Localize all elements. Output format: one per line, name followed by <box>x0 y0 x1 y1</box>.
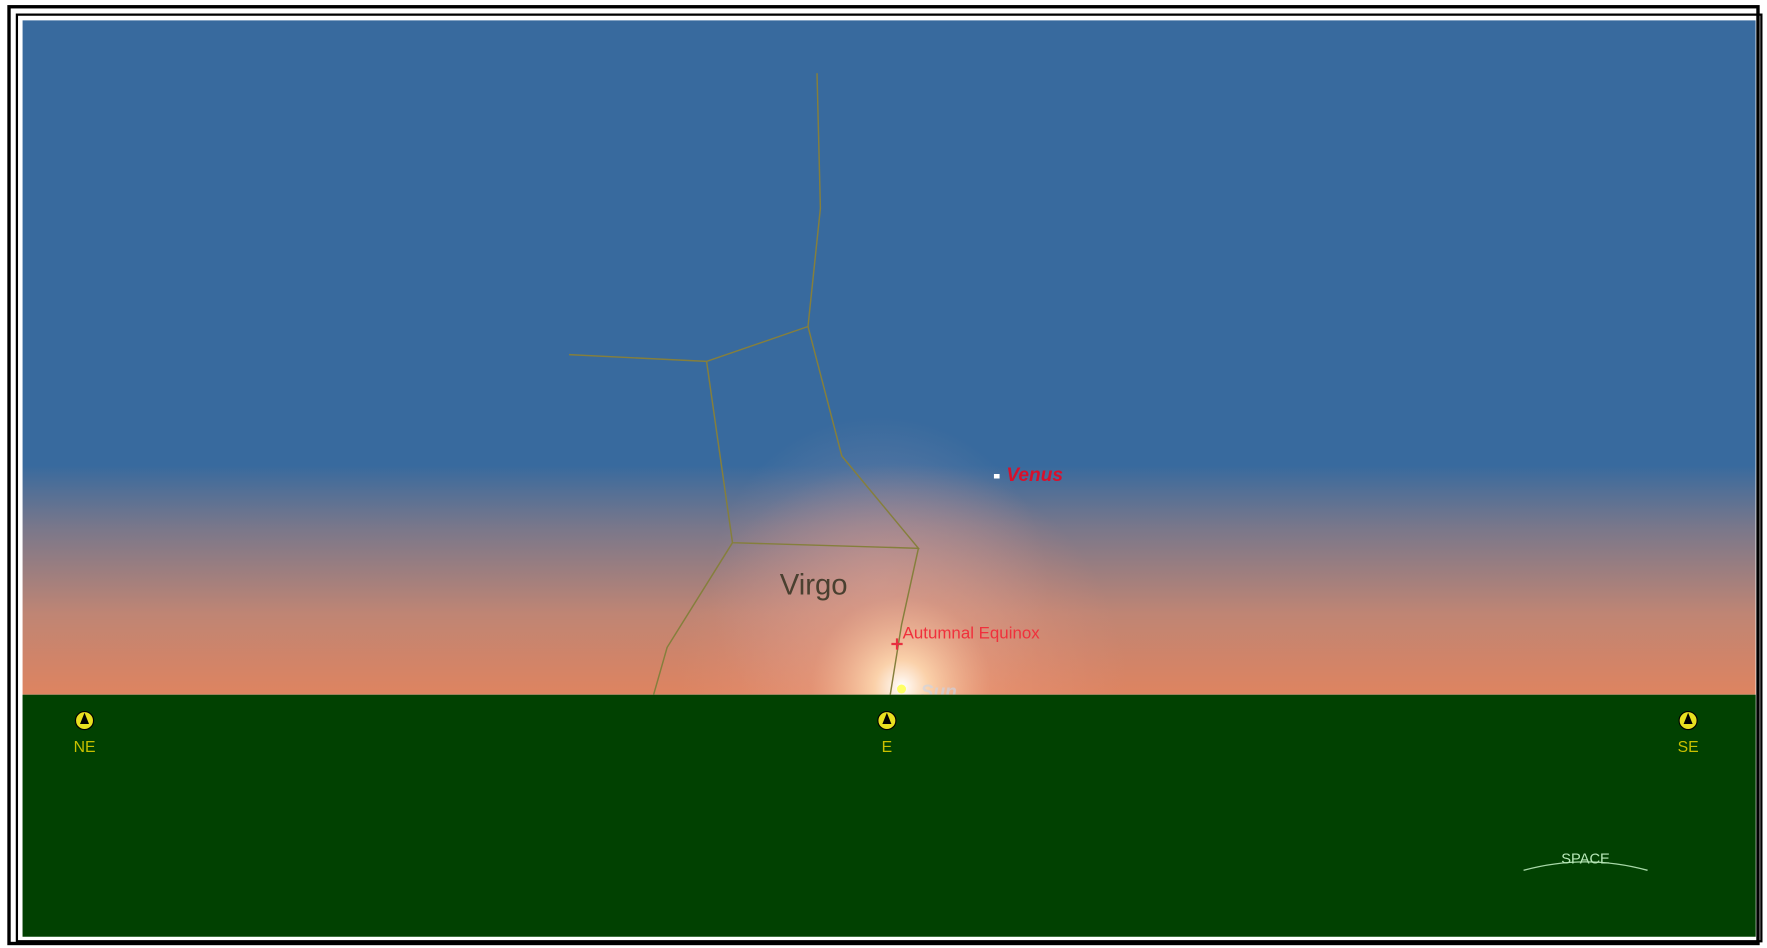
page: Virgo Venus Autumnal Equinox Sun NE E SE… <box>0 0 1767 948</box>
sky: Virgo Venus Autumnal Equinox Sun <box>23 20 1756 703</box>
sun-marker[interactable] <box>897 685 906 694</box>
sun-glow <box>654 450 1150 698</box>
planet-marker[interactable] <box>994 474 1000 479</box>
planet-label[interactable]: Venus <box>1006 465 1063 486</box>
space-label[interactable]: SPACE <box>1561 852 1610 868</box>
compass-label: E <box>882 739 893 756</box>
planetarium-view: Virgo Venus Autumnal Equinox Sun NE E SE… <box>0 0 1767 948</box>
ground <box>23 695 1756 937</box>
compass-label: SE <box>1678 739 1699 756</box>
equinox-label[interactable]: Autumnal Equinox <box>903 623 1041 642</box>
constellation-label[interactable]: Virgo <box>780 568 848 601</box>
compass-label: NE <box>74 739 96 756</box>
